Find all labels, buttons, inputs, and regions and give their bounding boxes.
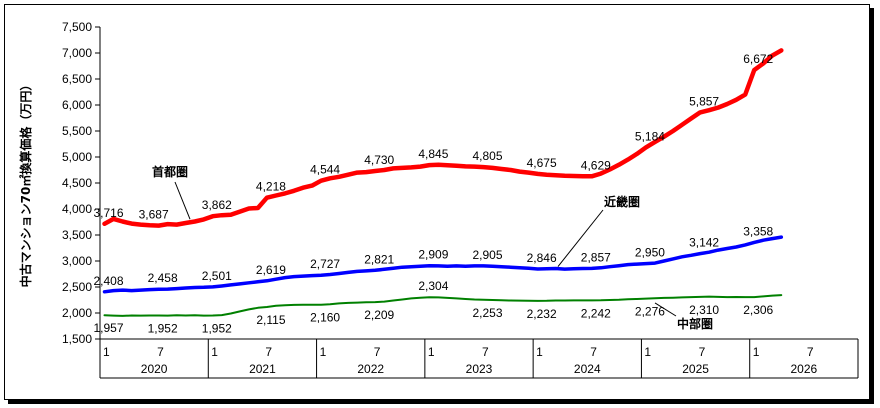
x-month-label: 1 xyxy=(103,345,110,359)
callout-leader-line xyxy=(557,209,604,267)
x-year-label: 2025 xyxy=(682,362,709,376)
x-month-label: 7 xyxy=(590,345,597,359)
y-tick-label: 7,500 xyxy=(62,20,92,34)
y-tick-label: 2,500 xyxy=(62,280,92,294)
data-label: 1,952 xyxy=(202,321,232,335)
x-month-label: 1 xyxy=(536,345,543,359)
data-label: 2,242 xyxy=(581,306,611,320)
x-year-label: 2020 xyxy=(141,362,168,376)
data-label: 2,232 xyxy=(527,307,557,321)
x-month-label: 1 xyxy=(211,345,218,359)
data-label: 2,408 xyxy=(93,274,123,288)
data-label: 2,905 xyxy=(472,248,502,262)
data-label: 3,358 xyxy=(743,224,773,238)
data-label: 2,950 xyxy=(635,246,665,260)
data-label: 2,209 xyxy=(364,308,394,322)
x-year-label: 2023 xyxy=(466,362,493,376)
series-name-label: 中部圏 xyxy=(677,316,713,331)
y-tick-label: 2,000 xyxy=(62,306,92,320)
x-month-label: 7 xyxy=(807,345,814,359)
data-label: 3,716 xyxy=(93,206,123,220)
x-year-label: 2021 xyxy=(249,362,276,376)
x-month-label: 1 xyxy=(320,345,327,359)
x-month-label: 1 xyxy=(644,345,651,359)
y-tick-label: 1,500 xyxy=(62,332,92,346)
data-label: 2,160 xyxy=(310,311,340,325)
data-label: 1,952 xyxy=(148,321,178,335)
y-axis-title: 中古マンション70㎡換算価格（万円） xyxy=(18,79,33,288)
data-label: 4,218 xyxy=(256,180,286,194)
data-label: 1,957 xyxy=(93,321,123,335)
data-label: 2,821 xyxy=(364,252,394,266)
y-tick-label: 4,500 xyxy=(62,176,92,190)
data-label: 4,629 xyxy=(581,158,611,172)
x-month-label: 1 xyxy=(428,345,435,359)
data-label: 2,310 xyxy=(689,303,719,317)
series-line-1 xyxy=(102,48,784,228)
y-tick-label: 3,500 xyxy=(62,228,92,242)
x-year-label: 2026 xyxy=(791,362,818,376)
data-label: 2,304 xyxy=(418,279,448,293)
data-label: 2,727 xyxy=(310,257,340,271)
data-label: 4,805 xyxy=(472,149,502,163)
data-label: 2,501 xyxy=(202,269,232,283)
data-label: 5,857 xyxy=(689,94,719,108)
data-label: 2,458 xyxy=(148,271,178,285)
data-label: 2,857 xyxy=(581,250,611,264)
series-name-label: 近畿圏 xyxy=(604,194,640,209)
chart-frame xyxy=(4,4,870,400)
data-label: 4,845 xyxy=(418,147,448,161)
data-label: 4,730 xyxy=(364,153,394,167)
data-label: 2,253 xyxy=(472,306,502,320)
series-name-label: 首都圏 xyxy=(152,164,188,179)
x-year-label: 2022 xyxy=(357,362,384,376)
data-label: 2,909 xyxy=(418,248,448,262)
x-month-label: 7 xyxy=(699,345,706,359)
callout-leader-line xyxy=(174,181,191,220)
x-month-label: 7 xyxy=(157,345,164,359)
data-labels: 3,716 3,687 3,862 4,218 4,544 4,730 4,845 4,805… xyxy=(93,52,773,335)
data-label: 2,846 xyxy=(527,251,557,265)
data-label: 4,675 xyxy=(527,156,557,170)
y-tick-label: 5,000 xyxy=(62,150,92,164)
series-line-3 xyxy=(103,294,783,317)
y-tick-label: 5,500 xyxy=(62,124,92,138)
data-label: 2,306 xyxy=(743,303,773,317)
x-year-label: 2024 xyxy=(574,362,601,376)
data-label: 3,862 xyxy=(202,198,232,212)
data-label: 3,687 xyxy=(139,207,169,221)
y-tick-label: 3,000 xyxy=(62,254,92,268)
data-label: 5,184 xyxy=(635,129,665,143)
data-label: 6,672 xyxy=(743,52,773,66)
x-month-label: 7 xyxy=(482,345,489,359)
series-lines xyxy=(102,48,784,317)
axes: 1,500 2,000 2,500 3,000 3,500 4,000 4,500 5,000… xyxy=(18,20,859,379)
data-label: 4,544 xyxy=(310,163,340,177)
x-month-label: 7 xyxy=(374,345,381,359)
series-line-2 xyxy=(102,235,784,294)
x-month-label: 1 xyxy=(753,345,760,359)
data-label: 2,115 xyxy=(256,313,285,327)
data-label: 2,276 xyxy=(635,305,665,319)
x-month-label: 7 xyxy=(265,345,272,359)
data-label: 2,619 xyxy=(256,263,286,277)
y-tick-label: 6,000 xyxy=(62,98,92,112)
y-tick-label: 4,000 xyxy=(62,202,92,216)
callout-leader-line xyxy=(654,302,677,317)
data-label: 3,142 xyxy=(689,236,719,250)
y-tick-label: 6,500 xyxy=(62,72,92,86)
y-tick-label: 7,000 xyxy=(62,46,92,60)
